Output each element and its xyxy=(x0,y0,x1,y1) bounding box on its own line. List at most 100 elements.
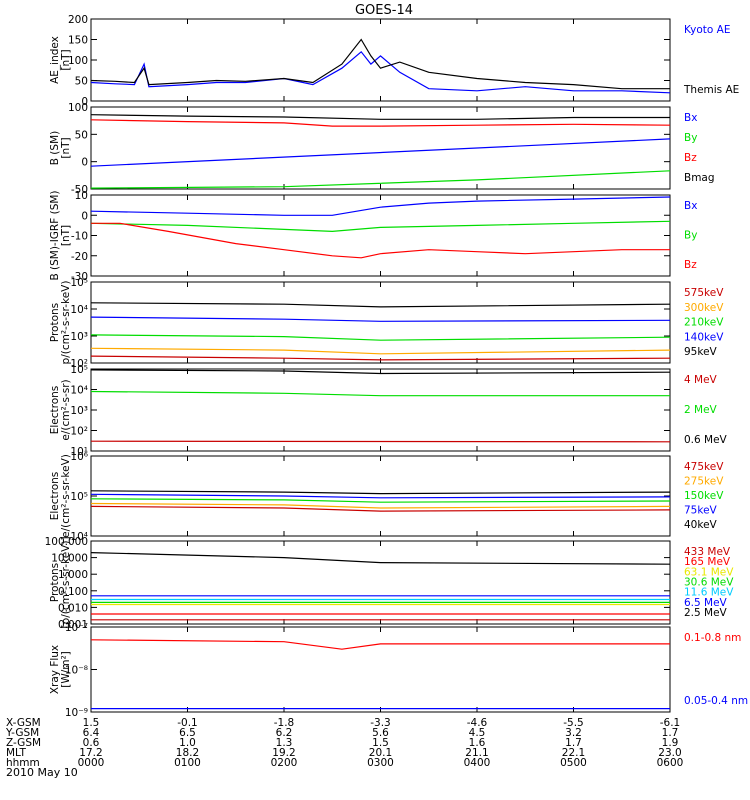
y-axis-label: Protons xyxy=(49,563,61,602)
panel-frame xyxy=(90,368,671,452)
legend-433-mev: 433 MeV xyxy=(684,546,731,558)
x-row-value: 0.6 xyxy=(83,737,100,749)
legend-210kev: 210keV xyxy=(684,317,724,329)
series-line-300kev xyxy=(90,347,671,355)
series-line-bz xyxy=(90,119,671,127)
series-line-bx xyxy=(90,138,671,167)
y-tick-label: 200 xyxy=(68,14,88,26)
x-row-value: 0100 xyxy=(174,757,201,769)
chart-title: GOES-14 xyxy=(355,3,413,18)
legend-95kev: 95keV xyxy=(684,346,718,358)
panel-8: 10⁻⁹ 10⁻⁸ 10⁻⁷ Xray Flux [W/m²] 0.1-0.8 nm 0.0… xyxy=(49,622,748,719)
x-row-value: 22.1 xyxy=(562,747,585,759)
y-axis-label: AE_index xyxy=(49,36,61,84)
x-row-value: 0300 xyxy=(367,757,394,769)
x-row-value: 1.5 xyxy=(372,737,389,749)
legend-11-6-mev: 11.6 MeV xyxy=(684,587,734,599)
y-axis-label: p/(cm²-s-sr-keV) xyxy=(60,281,72,365)
x-row-value: 1.7 xyxy=(662,727,679,739)
series-line-0-1-0-8-nm xyxy=(90,639,670,650)
y-axis-label: Electrons xyxy=(49,386,61,435)
panel-2: -50 0 50 100 B (SM) [nT] Bx By Bz Bmag xyxy=(49,102,715,196)
legend-2-mev: 2 MeV xyxy=(684,404,718,416)
y-tick-label: 0 xyxy=(81,157,88,169)
y-tick-label: 10.000 xyxy=(51,553,88,565)
legend-275kev: 275keV xyxy=(684,476,724,488)
x-row-label-z-gsm: Z-GSM xyxy=(6,737,41,749)
legend-150kev: 150keV xyxy=(684,490,724,502)
x-row-value: 5.6 xyxy=(372,727,389,739)
y-tick-label: 0 xyxy=(81,210,88,222)
legend-575kev: 575keV xyxy=(684,287,724,299)
panel-frame xyxy=(90,18,671,102)
y-tick-label: 10⁵ xyxy=(70,491,88,503)
x-row-label-y-gsm: Y-GSM xyxy=(5,727,39,739)
time-axis: X-GSM 1.5 -0.1 -1.8 -3.3 -4.6 -5.5 -6.1 Y-GSM 6.4… xyxy=(5,717,683,769)
legend-165-mev: 165 MeV xyxy=(684,556,731,568)
series-line-2-mev xyxy=(90,390,670,397)
x-row-value: 0000 xyxy=(78,757,105,769)
y-tick-label: 10⁴ xyxy=(70,304,88,316)
x-row-value: -3.3 xyxy=(370,717,391,729)
x-row-value: 6.4 xyxy=(83,727,100,739)
series-line-bz xyxy=(91,222,670,259)
panel-4: 10² 10³ 10⁴ 10⁵ Protons p/(cm²-s-sr-keV) 575ke… xyxy=(49,277,724,370)
y-tick-label: 0 xyxy=(81,96,88,108)
x-row-value: -6.1 xyxy=(660,717,681,729)
panel-5: 10¹ 10² 10³ 10⁴ 10⁵ Electrons e/(cm²-s-sr) 4 Me… xyxy=(49,364,728,458)
panel-frame xyxy=(90,540,671,625)
y-tick-label: 0.100 xyxy=(58,586,88,598)
legend-4-mev: 4 MeV xyxy=(684,374,718,386)
series-line-75kev xyxy=(90,493,671,499)
x-row-value: -1.8 xyxy=(274,717,295,729)
panel-frame xyxy=(90,455,671,537)
series-line-95kev xyxy=(90,302,671,308)
y-tick-label: 10⁻⁷ xyxy=(65,622,88,634)
y-axis-label: [nT] xyxy=(60,49,72,70)
y-axis-label: Electrons xyxy=(49,472,61,521)
x-row-value: 1.3 xyxy=(276,737,293,749)
legend-bmag: Bmag xyxy=(684,172,715,184)
x-row-value: 0200 xyxy=(271,757,298,769)
legend-bz: Bz xyxy=(684,259,697,271)
legend-0-1-0-8-nm: 0.1-0.8 nm xyxy=(684,632,741,644)
y-tick-label: 100 xyxy=(68,55,88,67)
y-tick-label: 0.001 xyxy=(58,619,88,631)
legend-bx: Bx xyxy=(684,112,697,124)
panel-frame xyxy=(90,626,671,713)
series-line-themis-ae xyxy=(90,38,670,90)
legend-2-5-mev: 2.5 MeV xyxy=(684,607,728,619)
y-tick-label: 10 xyxy=(75,190,88,202)
y-tick-label: -50 xyxy=(71,184,88,196)
x-row-value: 3.2 xyxy=(565,727,582,739)
y-tick-label: 100.000 xyxy=(45,536,88,548)
y-axis-label: [nT] xyxy=(60,137,72,158)
x-row-value: 0400 xyxy=(464,757,491,769)
series-line-2-5-mev xyxy=(90,552,671,565)
y-tick-label: 10⁵ xyxy=(70,277,88,289)
y-axis-label: Protons xyxy=(49,303,61,342)
x-row-value: 0600 xyxy=(657,757,684,769)
x-row-value: 21.1 xyxy=(465,747,488,759)
y-tick-label: 10² xyxy=(70,358,88,370)
legend-by: By xyxy=(684,230,697,242)
legend-6-5-mev: 6.5 MeV xyxy=(684,597,728,609)
legend-bx: Bx xyxy=(684,200,697,212)
series-line-bx xyxy=(90,196,671,216)
x-row-value: 19.2 xyxy=(272,747,295,759)
x-row-value: 20.1 xyxy=(369,747,392,759)
x-row-label-mlt: MLT xyxy=(6,747,26,759)
legend-by: By xyxy=(684,132,697,144)
x-row-value: 23.0 xyxy=(658,747,681,759)
x-row-value: 1.5 xyxy=(83,717,100,729)
y-tick-label: 0.010 xyxy=(58,602,88,614)
panel-6: 10⁴ 10⁵ 10⁶ Electrons e/(cm²-s-sr-keV) 475keV… xyxy=(49,451,724,543)
series-line-275kev xyxy=(90,502,671,509)
x-row-label-x-gsm: X-GSM xyxy=(6,717,41,729)
y-axis-label: e/(cm²-s-sr) xyxy=(60,379,72,440)
series-line-140kev xyxy=(90,316,671,322)
y-tick-label: 10⁴ xyxy=(70,531,88,543)
x-row-value: 1.0 xyxy=(179,737,196,749)
